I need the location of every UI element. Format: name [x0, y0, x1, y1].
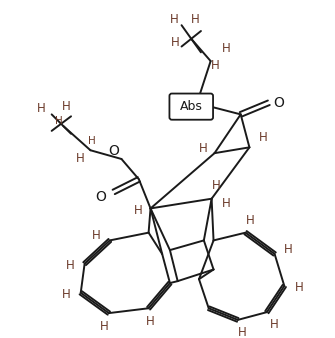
Text: H: H [212, 179, 221, 192]
Text: H: H [294, 282, 303, 294]
Text: H: H [246, 214, 255, 226]
Text: H: H [66, 259, 74, 272]
Text: O: O [273, 96, 284, 110]
Text: H: H [211, 59, 220, 72]
Text: H: H [171, 36, 179, 49]
Text: H: H [222, 197, 230, 210]
Text: O: O [108, 144, 119, 158]
Text: H: H [170, 13, 178, 26]
Text: H: H [146, 315, 155, 328]
Text: H: H [92, 229, 100, 242]
Text: H: H [199, 142, 207, 155]
Text: H: H [99, 320, 109, 333]
FancyBboxPatch shape [170, 94, 213, 120]
Text: H: H [238, 326, 247, 338]
Text: H: H [134, 204, 142, 217]
Text: H: H [55, 116, 62, 126]
Text: H: H [222, 42, 230, 55]
Text: H: H [62, 100, 71, 113]
Text: H: H [88, 136, 96, 146]
Text: H: H [270, 318, 279, 331]
Text: H: H [37, 102, 45, 115]
Text: O: O [96, 190, 107, 204]
Text: H: H [284, 243, 292, 256]
Text: H: H [76, 151, 85, 165]
Text: H: H [191, 13, 200, 26]
Text: H: H [259, 131, 267, 144]
Text: Abs: Abs [180, 100, 203, 113]
Text: H: H [62, 288, 71, 301]
